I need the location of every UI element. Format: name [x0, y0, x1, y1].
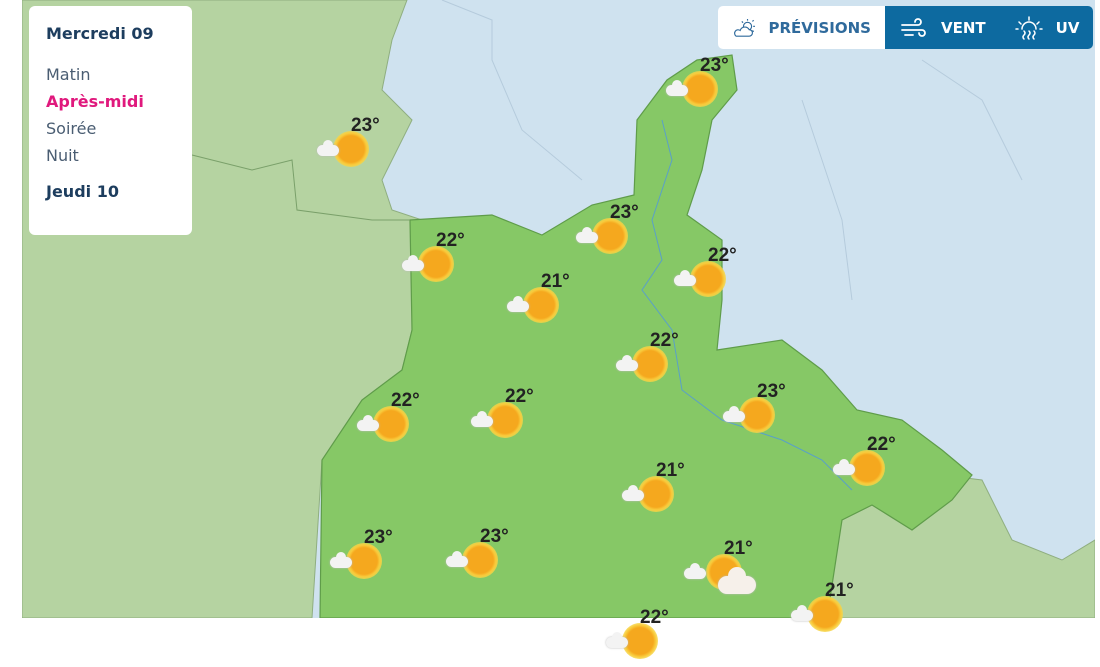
tab-previsions[interactable]: PRÉVISIONS [718, 6, 885, 49]
cloud-icon [791, 605, 813, 621]
sun-icon [333, 131, 369, 167]
weather-marker[interactable]: 22° [674, 245, 750, 305]
temperature-label: 23° [351, 115, 380, 136]
sun-icon [523, 287, 559, 323]
temperature-label: 23° [700, 55, 729, 76]
wind-icon [901, 17, 926, 37]
cloud-icon [402, 255, 424, 271]
cloud-icon [622, 485, 644, 501]
weather-marker[interactable]: 23° [330, 527, 406, 587]
temperature-label: 22° [391, 390, 420, 411]
tab-uv-label: UV [1055, 18, 1080, 37]
tab-vent-label: VENT [941, 18, 986, 37]
temperature-label: 22° [867, 434, 896, 455]
cloud-icon [330, 552, 352, 568]
temperature-label: 22° [505, 386, 534, 407]
sun-icon [592, 218, 628, 254]
tab-vent[interactable]: VENT [885, 6, 1000, 49]
cloud-icon [317, 140, 339, 156]
sun-icon [346, 543, 382, 579]
sun-icon [739, 397, 775, 433]
cloud-icon [616, 355, 638, 371]
temperature-label: 21° [825, 580, 854, 601]
border-line [191, 154, 410, 221]
weather-marker[interactable]: 23° [317, 115, 393, 175]
cloud-icon [684, 563, 706, 579]
sun-icon [632, 346, 668, 382]
weather-marker[interactable]: 21° [622, 460, 698, 520]
cloud-icon [471, 411, 493, 427]
temperature-label: 23° [757, 381, 786, 402]
weather-marker[interactable]: 23° [723, 381, 799, 441]
cloud-icon [507, 296, 529, 312]
temperature-label: 21° [541, 271, 570, 292]
river [641, 119, 853, 491]
sun-icon [462, 542, 498, 578]
weather-marker[interactable]: 21° [684, 538, 766, 598]
weather-marker[interactable]: 22° [606, 607, 682, 667]
weather-marker[interactable]: 22° [357, 390, 433, 450]
weather-marker[interactable]: 22° [471, 386, 547, 446]
cloud-icon [576, 227, 598, 243]
temperature-label: 22° [436, 230, 465, 251]
tab-previsions-label: PRÉVISIONS [768, 18, 871, 37]
temperature-label: 21° [656, 460, 685, 481]
weather-marker[interactable]: 22° [616, 330, 692, 390]
cloud-icon [357, 415, 379, 431]
region-land[interactable] [319, 54, 973, 618]
slot-nuit[interactable]: Nuit [46, 146, 79, 165]
current-day: Mercredi 09 [46, 24, 154, 43]
map-mode-tabs: PRÉVISIONS VENT UV [718, 6, 1094, 49]
temperature-label: 23° [480, 526, 509, 547]
cloud-icon [723, 406, 745, 422]
weather-marker[interactable]: 21° [791, 580, 867, 640]
uv-sun-icon [1014, 15, 1043, 40]
sun-icon [690, 261, 726, 297]
temperature-label: 22° [708, 245, 737, 266]
cloud-icon [446, 551, 468, 567]
sun-icon [418, 246, 454, 282]
temperature-label: 23° [364, 527, 393, 548]
temperature-label: 21° [724, 538, 753, 559]
weather-marker[interactable]: 21° [507, 271, 583, 331]
cloud-icon [833, 459, 855, 475]
slot-matin[interactable]: Matin [46, 65, 91, 84]
cloud-icon [666, 80, 688, 96]
cloud-icon [718, 567, 756, 594]
next-day[interactable]: Jeudi 10 [46, 182, 119, 201]
temperature-label: 23° [610, 202, 639, 223]
time-selector-panel: Mercredi 09 Matin Après-midi Soirée Nuit… [29, 6, 192, 235]
temperature-label: 22° [650, 330, 679, 351]
slot-soiree[interactable]: Soirée [46, 119, 97, 138]
cloud-icon [606, 632, 628, 648]
weather-marker[interactable]: 23° [666, 55, 742, 115]
weather-marker[interactable]: 22° [833, 434, 909, 494]
sun-icon [373, 406, 409, 442]
cloud-icon [674, 270, 696, 286]
weather-marker[interactable]: 23° [446, 526, 522, 586]
sun-icon [487, 402, 523, 438]
weather-map[interactable] [22, 0, 1095, 618]
sun-cloud-icon [734, 18, 755, 37]
sea-lines [441, 0, 1023, 301]
sun-icon [849, 450, 885, 486]
slot-apres-midi[interactable]: Après-midi [46, 92, 144, 111]
sun-icon [682, 71, 718, 107]
tab-uv[interactable]: UV [999, 6, 1094, 49]
weather-marker[interactable]: 23° [576, 202, 652, 262]
weather-marker[interactable]: 22° [402, 230, 478, 290]
sun-icon [638, 476, 674, 512]
